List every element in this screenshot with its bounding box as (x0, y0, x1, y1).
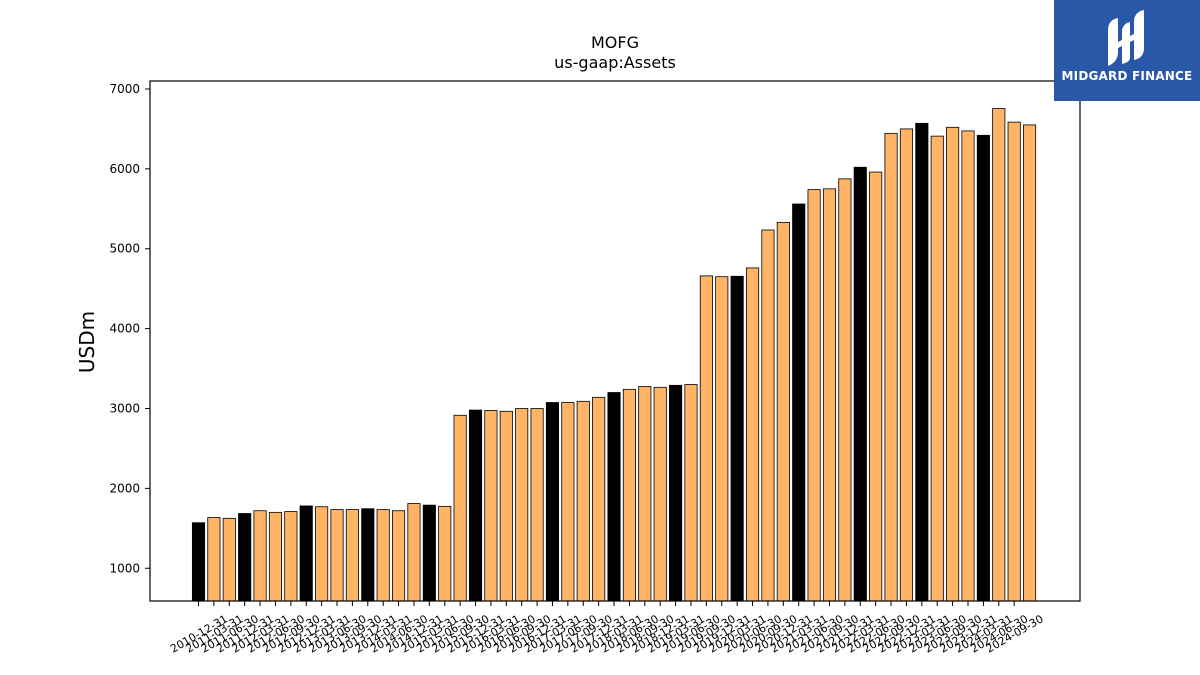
y-tick-label: 3000 (109, 401, 140, 415)
bar (684, 384, 698, 602)
y-tick-label: 4000 (109, 322, 140, 336)
bar (976, 134, 990, 602)
bar (822, 188, 837, 602)
brand-name: MIDGARD FINANCE (1061, 69, 1193, 83)
bar (299, 505, 313, 602)
bar-series (191, 108, 1037, 602)
bar (253, 510, 267, 602)
bar (915, 122, 929, 602)
chart-subtitle: us-gaap:Assets (554, 53, 676, 72)
bar (699, 275, 713, 602)
bar (669, 384, 683, 602)
bar (607, 392, 621, 602)
bar (484, 410, 498, 602)
bar (930, 135, 944, 602)
bar (207, 517, 221, 602)
plot-frame (149, 80, 1081, 602)
y-axis-ticks: 1000 2000 3000 4000 5000 6000 7000 (109, 82, 150, 575)
bar (1007, 121, 1021, 602)
bar (776, 221, 790, 602)
bar (407, 503, 421, 602)
bar (884, 132, 898, 602)
bar (422, 504, 436, 602)
y-axis-label: USDm (75, 311, 99, 373)
bar (515, 408, 529, 602)
chart-title: MOFG (591, 33, 639, 52)
y-tick-label: 6000 (109, 162, 140, 176)
bar (376, 509, 390, 602)
bar (530, 408, 544, 602)
brand-logo: MIDGARD FINANCE (1054, 0, 1200, 101)
bar (592, 396, 606, 602)
bar (638, 386, 652, 602)
bar (438, 505, 452, 602)
bar (1023, 124, 1037, 602)
bar (715, 276, 729, 602)
bar (653, 386, 667, 602)
bar (730, 275, 744, 602)
bar (838, 178, 852, 602)
bar (992, 108, 1006, 602)
bar (792, 203, 806, 602)
bar (576, 400, 590, 602)
bar (392, 510, 406, 602)
x-axis-ticks: 2010-12-312011-03-312011-06-302011-12-31… (168, 601, 1046, 656)
bar (268, 511, 282, 602)
bar (453, 414, 467, 602)
y-tick-label: 5000 (109, 242, 140, 256)
bar (222, 517, 236, 602)
bar (284, 511, 298, 602)
bar (345, 509, 359, 602)
bar (330, 509, 344, 602)
bar (499, 410, 513, 602)
bar (468, 409, 483, 602)
bar (191, 522, 206, 602)
bar (807, 189, 821, 602)
bar (315, 506, 329, 602)
brand-mark-icon (1108, 10, 1144, 66)
bar (622, 388, 636, 602)
bar (745, 267, 760, 602)
bar (238, 513, 252, 602)
bar (561, 402, 575, 602)
bar (899, 128, 913, 602)
bar (361, 508, 375, 602)
bar (853, 166, 867, 602)
y-tick-label: 2000 (109, 481, 140, 495)
bar (545, 402, 560, 602)
y-tick-label: 1000 (109, 561, 140, 575)
bar (946, 126, 960, 602)
bar (761, 229, 775, 602)
bar (961, 130, 975, 602)
y-tick-label: 7000 (109, 82, 140, 96)
bar (869, 171, 883, 602)
